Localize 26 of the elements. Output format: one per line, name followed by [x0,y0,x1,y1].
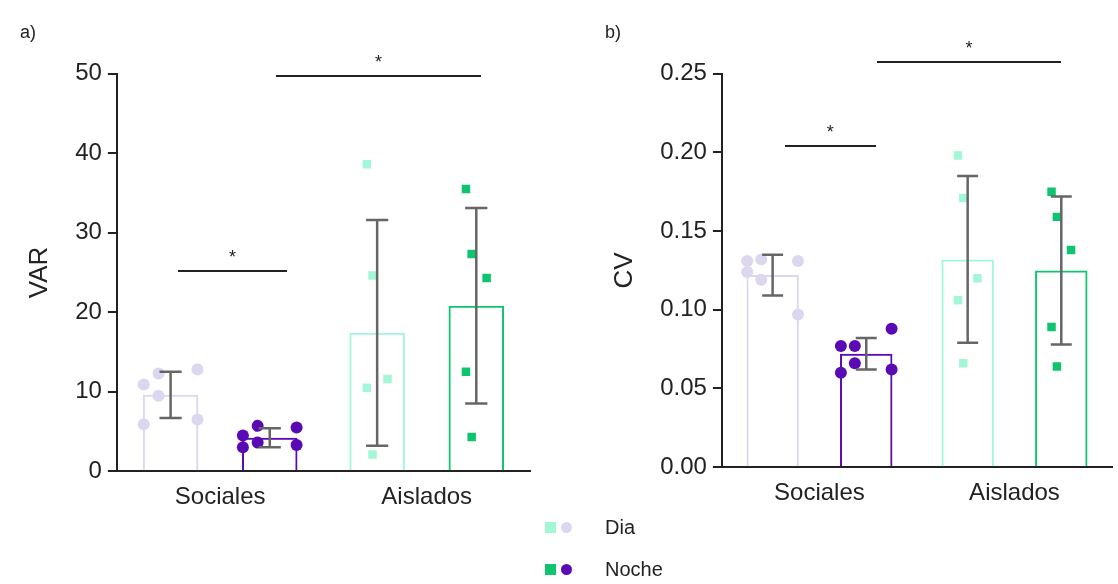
y-tick-label: 0.05 [660,373,707,401]
y-tick-label: 0.25 [660,58,707,86]
legend-label: Noche [605,557,663,581]
chart-title: a) [20,21,37,42]
y-tick-label: 0.15 [660,215,707,243]
y-tick-label: 20 [75,296,102,324]
y-tick-label: 50 [75,58,102,86]
text: * [374,52,384,73]
annotation: * [825,121,835,142]
y-tick-label: 0.10 [660,294,707,322]
legend-label: Dia [605,515,636,539]
chart-title: b) [605,21,622,42]
y-tick-label: 40 [75,137,102,165]
y-axis-title: CV [607,251,638,289]
y-tick-label: 10 [75,376,102,404]
annotation: * [228,246,238,267]
x-tick-label: Sociales [774,478,865,506]
x-tick-label: Aislados [381,482,473,510]
y-axis-title: VAR [22,246,53,299]
x-tick-label: Aislados [969,478,1060,506]
text: * [964,37,974,58]
y-tick-label: 30 [75,217,102,245]
y-tick-label: 0 [88,455,102,483]
y-tick-label: 0.00 [660,451,707,479]
x-tick-label: Sociales [174,482,266,510]
y-tick-label: 0.20 [660,136,707,164]
